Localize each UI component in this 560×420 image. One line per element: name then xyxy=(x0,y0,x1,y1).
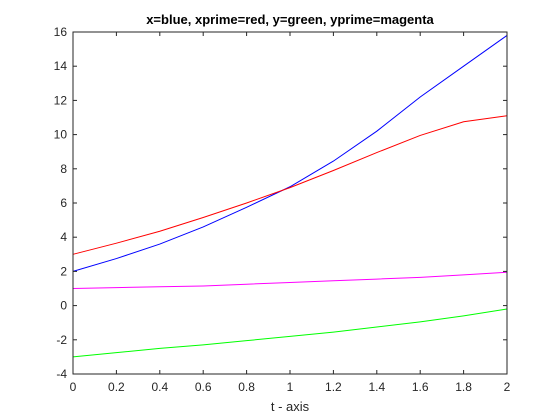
x-tick-label: 2 xyxy=(504,380,511,394)
y-tick-label: -2 xyxy=(56,333,67,347)
x-tick-label: 1.6 xyxy=(412,380,429,394)
y-tick-label: 10 xyxy=(54,128,68,142)
x-tick-label: 0.4 xyxy=(151,380,168,394)
y-tick-label: 6 xyxy=(60,196,67,210)
x-axis-label: t - axis xyxy=(271,399,310,414)
y-tick-label: 0 xyxy=(60,299,67,313)
series-line-1 xyxy=(72,35,508,272)
x-tick-label: 1.8 xyxy=(455,380,472,394)
y-tick-label: -4 xyxy=(56,367,67,381)
x-tick-label: 0.6 xyxy=(195,380,212,394)
series-line-2 xyxy=(72,115,508,255)
x-tick-label: 0.2 xyxy=(108,380,125,394)
y-tick-label: 2 xyxy=(60,264,67,278)
y-tick-label: 4 xyxy=(60,230,67,244)
x-tick-label: 0 xyxy=(70,380,77,394)
series-line-3 xyxy=(72,308,508,358)
y-tick-label: 8 xyxy=(60,162,67,176)
y-tick-label: 12 xyxy=(54,93,68,107)
chart-title: x=blue, xprime=red, y=green, yprime=mage… xyxy=(146,12,434,27)
x-tick-label: 0.8 xyxy=(238,380,255,394)
x-tick-label: 1.2 xyxy=(325,380,342,394)
y-tick-label: 14 xyxy=(54,59,68,73)
series-line-4 xyxy=(72,271,508,289)
x-tick-label: 1 xyxy=(287,380,294,394)
series-layer xyxy=(72,35,508,358)
plot-background xyxy=(73,32,507,374)
ticks-layer: 0 0.2 0.4 0.6 0.8 1 1.2 1.4 1.6 1.8 2 -4 -2 0 2 4 6 8 10 12… xyxy=(54,25,511,394)
x-tick-label: 1.4 xyxy=(368,380,385,394)
y-tick-label: 16 xyxy=(54,25,68,39)
